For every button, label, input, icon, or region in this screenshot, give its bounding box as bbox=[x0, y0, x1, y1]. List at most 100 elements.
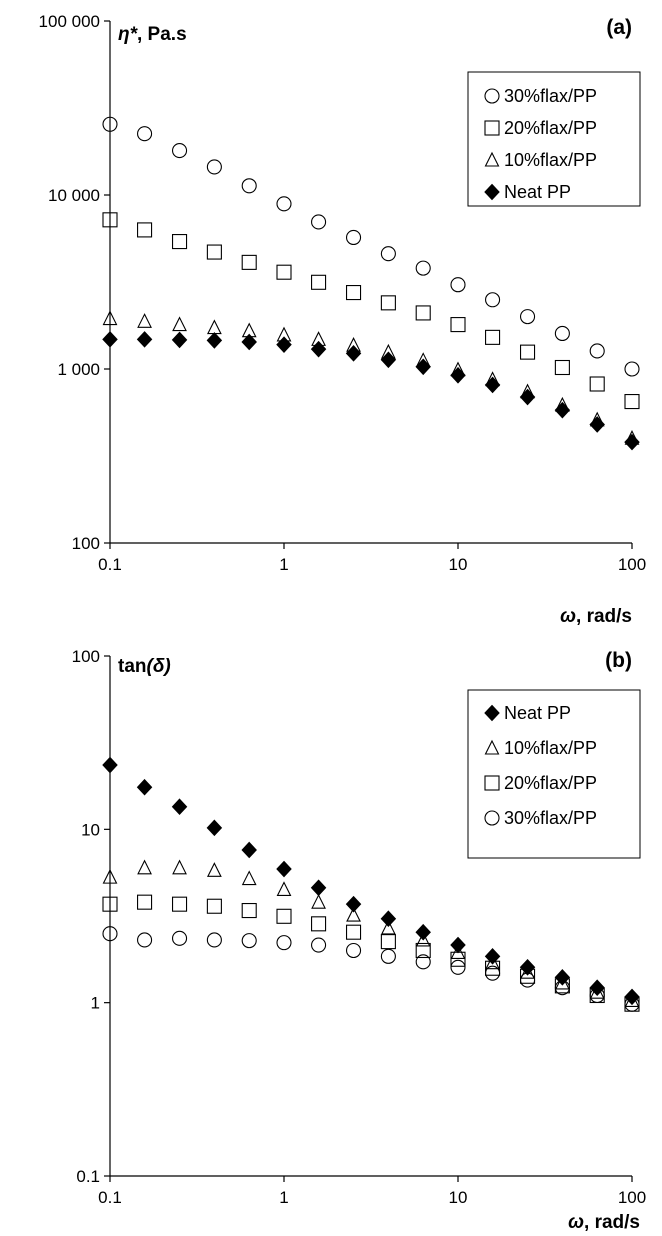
data-point bbox=[380, 246, 396, 262]
series-circle-a bbox=[102, 116, 640, 377]
legend-label: 30%flax/PP bbox=[504, 86, 597, 106]
series-diamond-a bbox=[102, 331, 640, 451]
data-point bbox=[206, 819, 223, 837]
data-point bbox=[380, 295, 396, 311]
x-tick-label-b: 0.1 bbox=[98, 1188, 122, 1207]
data-point bbox=[137, 313, 152, 328]
x-axis-symbol-a: ω bbox=[560, 606, 576, 627]
legend-marker bbox=[484, 183, 500, 201]
data-point bbox=[241, 902, 257, 919]
legend-label: Neat PP bbox=[504, 703, 571, 723]
data-point bbox=[345, 345, 362, 362]
x-axis-symbol-b: ω bbox=[568, 1212, 584, 1233]
series-circle-b bbox=[102, 926, 640, 1012]
data-point bbox=[624, 433, 640, 451]
data-point bbox=[450, 959, 466, 975]
data-point bbox=[589, 343, 605, 359]
data-point bbox=[311, 274, 327, 290]
data-point bbox=[137, 126, 153, 142]
series-square-b bbox=[102, 894, 640, 1012]
legend-box-b bbox=[467, 689, 641, 859]
y-tick-label-b: 1 bbox=[91, 994, 100, 1013]
data-point bbox=[345, 942, 362, 959]
data-point bbox=[519, 968, 536, 984]
x-tick-label-a: 0.1 bbox=[98, 555, 122, 574]
data-point bbox=[206, 898, 222, 914]
y-tick-label-b: 100 bbox=[72, 647, 100, 666]
data-point bbox=[241, 870, 257, 886]
data-point bbox=[589, 979, 605, 997]
legend-marker bbox=[484, 88, 500, 104]
data-point bbox=[171, 143, 188, 159]
data-point bbox=[624, 996, 640, 1012]
data-point bbox=[137, 859, 152, 875]
y-axis-symbol-a: η* bbox=[118, 24, 139, 45]
data-point bbox=[206, 244, 222, 260]
data-point bbox=[276, 336, 292, 353]
data-point bbox=[171, 798, 188, 816]
x-axis-label-b: ω, rad/s bbox=[568, 1212, 640, 1233]
data-point bbox=[172, 859, 187, 875]
data-point bbox=[589, 376, 605, 392]
data-point bbox=[554, 980, 570, 996]
data-point bbox=[102, 212, 118, 228]
data-point bbox=[485, 960, 501, 976]
legend-box-a bbox=[467, 71, 641, 207]
y-tick-label-b: 0.1 bbox=[76, 1167, 100, 1186]
data-point bbox=[519, 344, 536, 360]
data-point bbox=[241, 841, 257, 859]
data-point bbox=[519, 309, 536, 325]
data-point bbox=[485, 329, 501, 345]
data-point bbox=[171, 896, 188, 912]
data-point bbox=[554, 359, 570, 376]
data-point bbox=[554, 401, 571, 419]
y-tick-label-b: 10 bbox=[81, 820, 100, 839]
data-point bbox=[206, 319, 222, 335]
chart-b: tan(δ) (b) ω, rad/s Neat PP 10%flax/PP 20%… bbox=[72, 647, 647, 1233]
x-axis-unit-a: , rad/s bbox=[576, 606, 632, 627]
data-point bbox=[102, 116, 118, 132]
data-point bbox=[276, 935, 292, 951]
data-point bbox=[172, 316, 187, 332]
legend-marker bbox=[484, 704, 500, 722]
data-point bbox=[276, 860, 292, 878]
data-point bbox=[102, 756, 118, 774]
data-point bbox=[415, 358, 431, 376]
legend-label: 10%flax/PP bbox=[504, 150, 597, 170]
series-triangle-a bbox=[102, 310, 640, 445]
data-point bbox=[102, 926, 118, 942]
data-point bbox=[345, 285, 362, 301]
x-tick-label-b: 1 bbox=[279, 1188, 288, 1207]
data-point bbox=[136, 331, 153, 348]
data-point bbox=[415, 260, 431, 276]
data-point bbox=[345, 924, 362, 940]
legend-marker bbox=[484, 151, 500, 167]
data-point bbox=[415, 942, 431, 959]
data-point bbox=[450, 951, 466, 967]
data-point bbox=[485, 965, 501, 981]
data-point bbox=[171, 930, 188, 946]
y-tick-label-a: 100 000 bbox=[39, 12, 100, 31]
y-tick-label-a: 100 bbox=[72, 534, 100, 553]
data-point bbox=[520, 963, 535, 979]
data-point bbox=[380, 910, 397, 928]
data-point bbox=[137, 894, 153, 910]
data-point bbox=[276, 264, 292, 280]
data-point bbox=[241, 178, 257, 194]
y-axis-symbol-b: (δ) bbox=[147, 656, 171, 677]
data-point bbox=[346, 906, 361, 922]
data-point bbox=[484, 376, 501, 394]
data-point bbox=[311, 893, 326, 909]
data-point bbox=[276, 196, 292, 212]
data-point bbox=[137, 932, 153, 948]
data-point bbox=[380, 934, 396, 950]
legend-label: 10%flax/PP bbox=[504, 738, 597, 758]
y-axis-label-b: tan(δ) bbox=[118, 656, 171, 677]
data-point bbox=[311, 937, 327, 953]
data-point bbox=[380, 351, 397, 369]
data-point bbox=[241, 254, 257, 270]
data-point bbox=[380, 948, 396, 964]
data-point bbox=[415, 305, 431, 321]
data-point bbox=[519, 972, 536, 988]
data-point bbox=[485, 954, 500, 970]
